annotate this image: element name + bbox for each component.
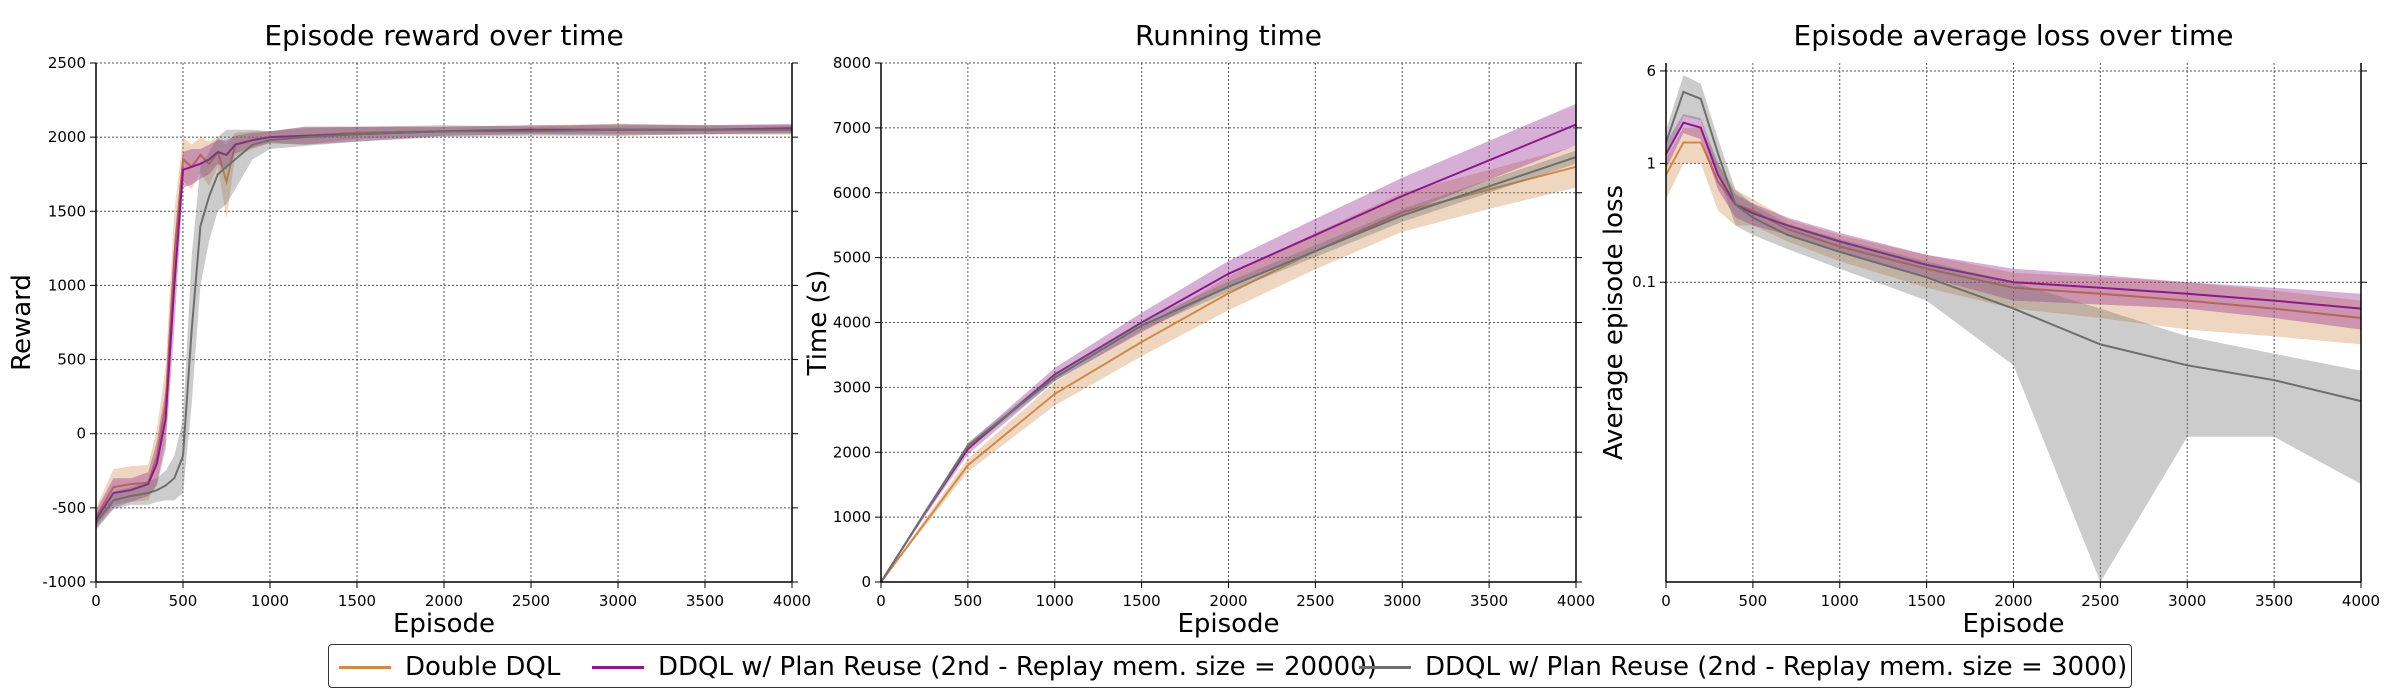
x-tick-label: 4000	[1557, 592, 1595, 610]
legend-swatch-plan-reuse-3000	[1359, 665, 1411, 669]
y-tick-label: -1000	[42, 573, 86, 591]
x-tick-label: 3500	[1470, 592, 1508, 610]
x-tick-label: 1000	[251, 592, 289, 610]
chart-title: Episode average loss over time	[1794, 19, 2234, 52]
legend-item-plan-reuse-3000: DDQL w/ Plan Reuse (2nd - Replay mem. si…	[1359, 645, 2127, 689]
x-tick-label: 3000	[599, 592, 637, 610]
y-tick-label: 1500	[48, 202, 86, 220]
x-axis-label: Episode	[1962, 609, 2064, 639]
x-tick-label: 1000	[1821, 592, 1859, 610]
y-tick-label: 0.1	[1632, 273, 1656, 291]
x-tick-label: 2000	[425, 592, 463, 610]
x-tick-label: 1500	[1908, 592, 1946, 610]
y-tick-label: 7000	[833, 119, 871, 137]
x-tick-label: 500	[169, 592, 198, 610]
y-tick-label: 5000	[833, 249, 871, 267]
x-tick-label: 2500	[512, 592, 550, 610]
series-line-double-dql	[1665, 141, 2362, 319]
series-band-double-dql	[881, 146, 1576, 582]
series-line-ddql-w-plan-reuse-2nd-replay-mem-size-20000	[1665, 121, 2362, 310]
series-line-ddql-w-plan-reuse-2nd-replay-mem-size-3000	[95, 128, 792, 524]
series-band-double-dql	[1666, 127, 2361, 345]
y-axis-label: Average episode loss	[1599, 185, 1629, 460]
y-tick-label: 2500	[48, 54, 86, 72]
x-tick-label: 2500	[1296, 592, 1334, 610]
y-tick-label: 0	[76, 425, 86, 443]
y-tick-label: 1000	[833, 508, 871, 526]
x-tick-label: 0	[876, 592, 886, 610]
x-axis-label: Episode	[1177, 609, 1279, 639]
legend-label-double-dql: Double DQL	[405, 652, 561, 682]
y-tick-label: 1000	[48, 276, 86, 294]
x-tick-label: 3000	[1383, 592, 1421, 610]
legend-item-plan-reuse-20000: DDQL w/ Plan Reuse (2nd - Replay mem. si…	[592, 645, 1377, 689]
legend-item-double-dql: Double DQL	[339, 645, 560, 689]
x-tick-label: 4000	[773, 592, 811, 610]
y-tick-label: 2000	[833, 443, 871, 461]
y-tick-label: 8000	[833, 54, 871, 72]
y-tick-label: -500	[52, 499, 86, 517]
chart-title: Running time	[1135, 19, 1322, 52]
chart-title: Episode reward over time	[264, 19, 623, 52]
chart-reward: 0 500 1000 1500 2000 2500 3000 3500 4000 -1000 -50…	[7, 19, 811, 639]
x-tick-label: 0	[91, 592, 101, 610]
chart-running-time: 0 500 1000 1500 2000 2500 3000 3500 4000 0 1000 200…	[803, 19, 1595, 639]
x-tick-label: 1000	[1036, 592, 1074, 610]
y-tick-label: 2000	[48, 128, 86, 146]
y-axis-label: Time (s)	[803, 270, 833, 377]
y-tick-label: 6	[1646, 62, 1656, 80]
x-tick-label: 500	[954, 592, 983, 610]
x-tick-label: 3500	[686, 592, 724, 610]
legend-swatch-double-dql	[339, 665, 391, 669]
series-line-ddql-w-plan-reuse-2nd-replay-mem-size-3000	[1665, 90, 2362, 403]
x-tick-label: 0	[1661, 592, 1671, 610]
y-tick-label: 1	[1646, 154, 1656, 172]
y-tick-label: 0	[861, 573, 871, 591]
y-tick-label: 500	[57, 351, 86, 369]
series-band-ddql-w-plan-reuse-2nd-replay-mem-size-3000	[96, 123, 792, 531]
legend-swatch-plan-reuse-20000	[592, 665, 644, 669]
series-line-ddql-w-plan-reuse-2nd-replay-mem-size-3000	[880, 156, 1577, 583]
x-tick-label: 2000	[1209, 592, 1247, 610]
x-tick-label: 500	[1739, 592, 1768, 610]
chart-loss: 0 500 1000 1500 2000 2500 3000 3500 4000 0.1 1 6 Epi…	[1599, 19, 2380, 639]
legend: Double DQL DDQL w/ Plan Reuse (2nd - Rep…	[328, 644, 2132, 688]
y-tick-label: 3000	[833, 378, 871, 396]
series-band-ddql-w-plan-reuse-2nd-replay-mem-size-20000	[1666, 114, 2361, 330]
x-tick-label: 2500	[2081, 592, 2119, 610]
x-tick-label: 2000	[1994, 592, 2032, 610]
x-tick-label: 3500	[2255, 592, 2293, 610]
x-tick-label: 1500	[338, 592, 376, 610]
series-band-ddql-w-plan-reuse-2nd-replay-mem-size-20000	[881, 103, 1576, 583]
legend-label-plan-reuse-20000: DDQL w/ Plan Reuse (2nd - Replay mem. si…	[658, 652, 1377, 682]
x-tick-label: 1500	[1123, 592, 1161, 610]
series-band-ddql-w-plan-reuse-2nd-replay-mem-size-3000	[1666, 75, 2361, 583]
x-tick-label: 3000	[2168, 592, 2206, 610]
x-axis-label: Episode	[393, 609, 495, 639]
x-tick-label: 4000	[2342, 592, 2380, 610]
y-tick-label: 6000	[833, 184, 871, 202]
legend-label-plan-reuse-3000: DDQL w/ Plan Reuse (2nd - Replay mem. si…	[1425, 652, 2128, 682]
y-axis-label: Reward	[7, 274, 37, 371]
y-tick-label: 4000	[833, 314, 871, 332]
